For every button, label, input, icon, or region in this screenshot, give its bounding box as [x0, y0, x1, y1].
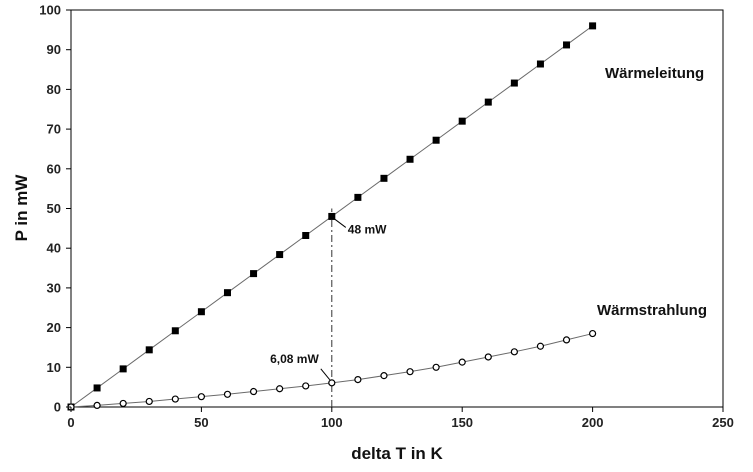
data-point-waermstrahlung — [432, 363, 440, 371]
data-point-waermeleitung — [589, 22, 597, 30]
x-tick-label: 150 — [451, 415, 473, 430]
x-tick-label: 0 — [67, 415, 74, 430]
data-point-waermeleitung — [145, 346, 153, 354]
data-point-waermstrahlung — [145, 397, 153, 406]
data-point-waermstrahlung — [588, 329, 597, 338]
data-point-waermeleitung — [406, 155, 414, 163]
x-tick-label: 100 — [321, 415, 343, 430]
data-point-waermstrahlung — [249, 387, 258, 396]
annotation-leader-608mw — [320, 368, 331, 381]
series-label-waermeleitung: Wärmeleitung — [605, 65, 704, 82]
data-point-waermeleitung — [250, 270, 258, 278]
data-point-waermstrahlung — [171, 395, 179, 403]
x-tick-label: 50 — [194, 415, 208, 430]
data-point-waermeleitung — [223, 289, 231, 297]
data-point-waermstrahlung — [406, 368, 414, 376]
data-point-waermeleitung — [563, 41, 571, 49]
data-point-waermeleitung — [354, 193, 362, 201]
data-point-waermstrahlung — [119, 399, 127, 408]
data-point-waermeleitung — [93, 384, 101, 392]
data-point-waermeleitung — [171, 327, 179, 335]
y-tick-label: 100 — [39, 3, 61, 18]
data-point-waermstrahlung — [328, 379, 336, 387]
data-point-waermstrahlung — [354, 376, 362, 384]
x-tick-label: 200 — [582, 415, 604, 430]
series-label-waermstrahlung: Wärmstrahlung — [597, 302, 707, 319]
data-point-waermstrahlung — [276, 385, 284, 393]
x-axis-title: delta T in K — [351, 444, 443, 463]
data-point-waermstrahlung — [562, 336, 571, 344]
y-axis-title: P in mW — [12, 174, 31, 242]
data-point-waermstrahlung — [93, 401, 101, 410]
y-tick-label: 40 — [47, 241, 61, 256]
data-point-waermeleitung — [432, 136, 440, 144]
data-point-waermeleitung — [119, 365, 127, 373]
data-point-waermstrahlung — [197, 393, 205, 401]
data-point-waermstrahlung — [484, 353, 492, 361]
data-point-waermeleitung — [302, 231, 310, 239]
annotation-608mw: 6,08 mW — [270, 352, 319, 366]
data-point-waermeleitung — [458, 117, 466, 125]
annotation-48mw: 48 mW — [348, 222, 387, 236]
data-point-waermeleitung — [197, 308, 205, 316]
data-point-waermstrahlung — [510, 348, 518, 356]
data-point-waermstrahlung — [458, 358, 466, 366]
y-tick-label: 60 — [47, 161, 61, 176]
data-point-waermeleitung — [510, 79, 518, 87]
data-point-waermeleitung — [328, 212, 336, 220]
data-point-waermeleitung — [536, 60, 544, 68]
y-tick-label: 70 — [47, 122, 61, 137]
data-point-waermstrahlung — [302, 382, 310, 390]
data-point-waermeleitung — [276, 251, 284, 259]
annotation-leader-48mw — [333, 218, 347, 228]
data-point-waermstrahlung — [223, 390, 232, 398]
data-point-waermstrahlung — [380, 372, 388, 380]
data-point-waermstrahlung — [536, 342, 545, 350]
y-tick-label: 80 — [47, 82, 61, 97]
y-tick-label: 30 — [47, 280, 61, 295]
y-tick-label: 0 — [54, 400, 61, 415]
data-point-waermeleitung — [484, 98, 492, 106]
y-tick-label: 90 — [47, 42, 61, 57]
y-tick-label: 10 — [47, 360, 61, 375]
y-tick-label: 50 — [47, 201, 61, 216]
data-point-waermeleitung — [380, 174, 388, 182]
x-tick-label: 250 — [712, 415, 734, 430]
y-tick-label: 20 — [47, 320, 61, 335]
